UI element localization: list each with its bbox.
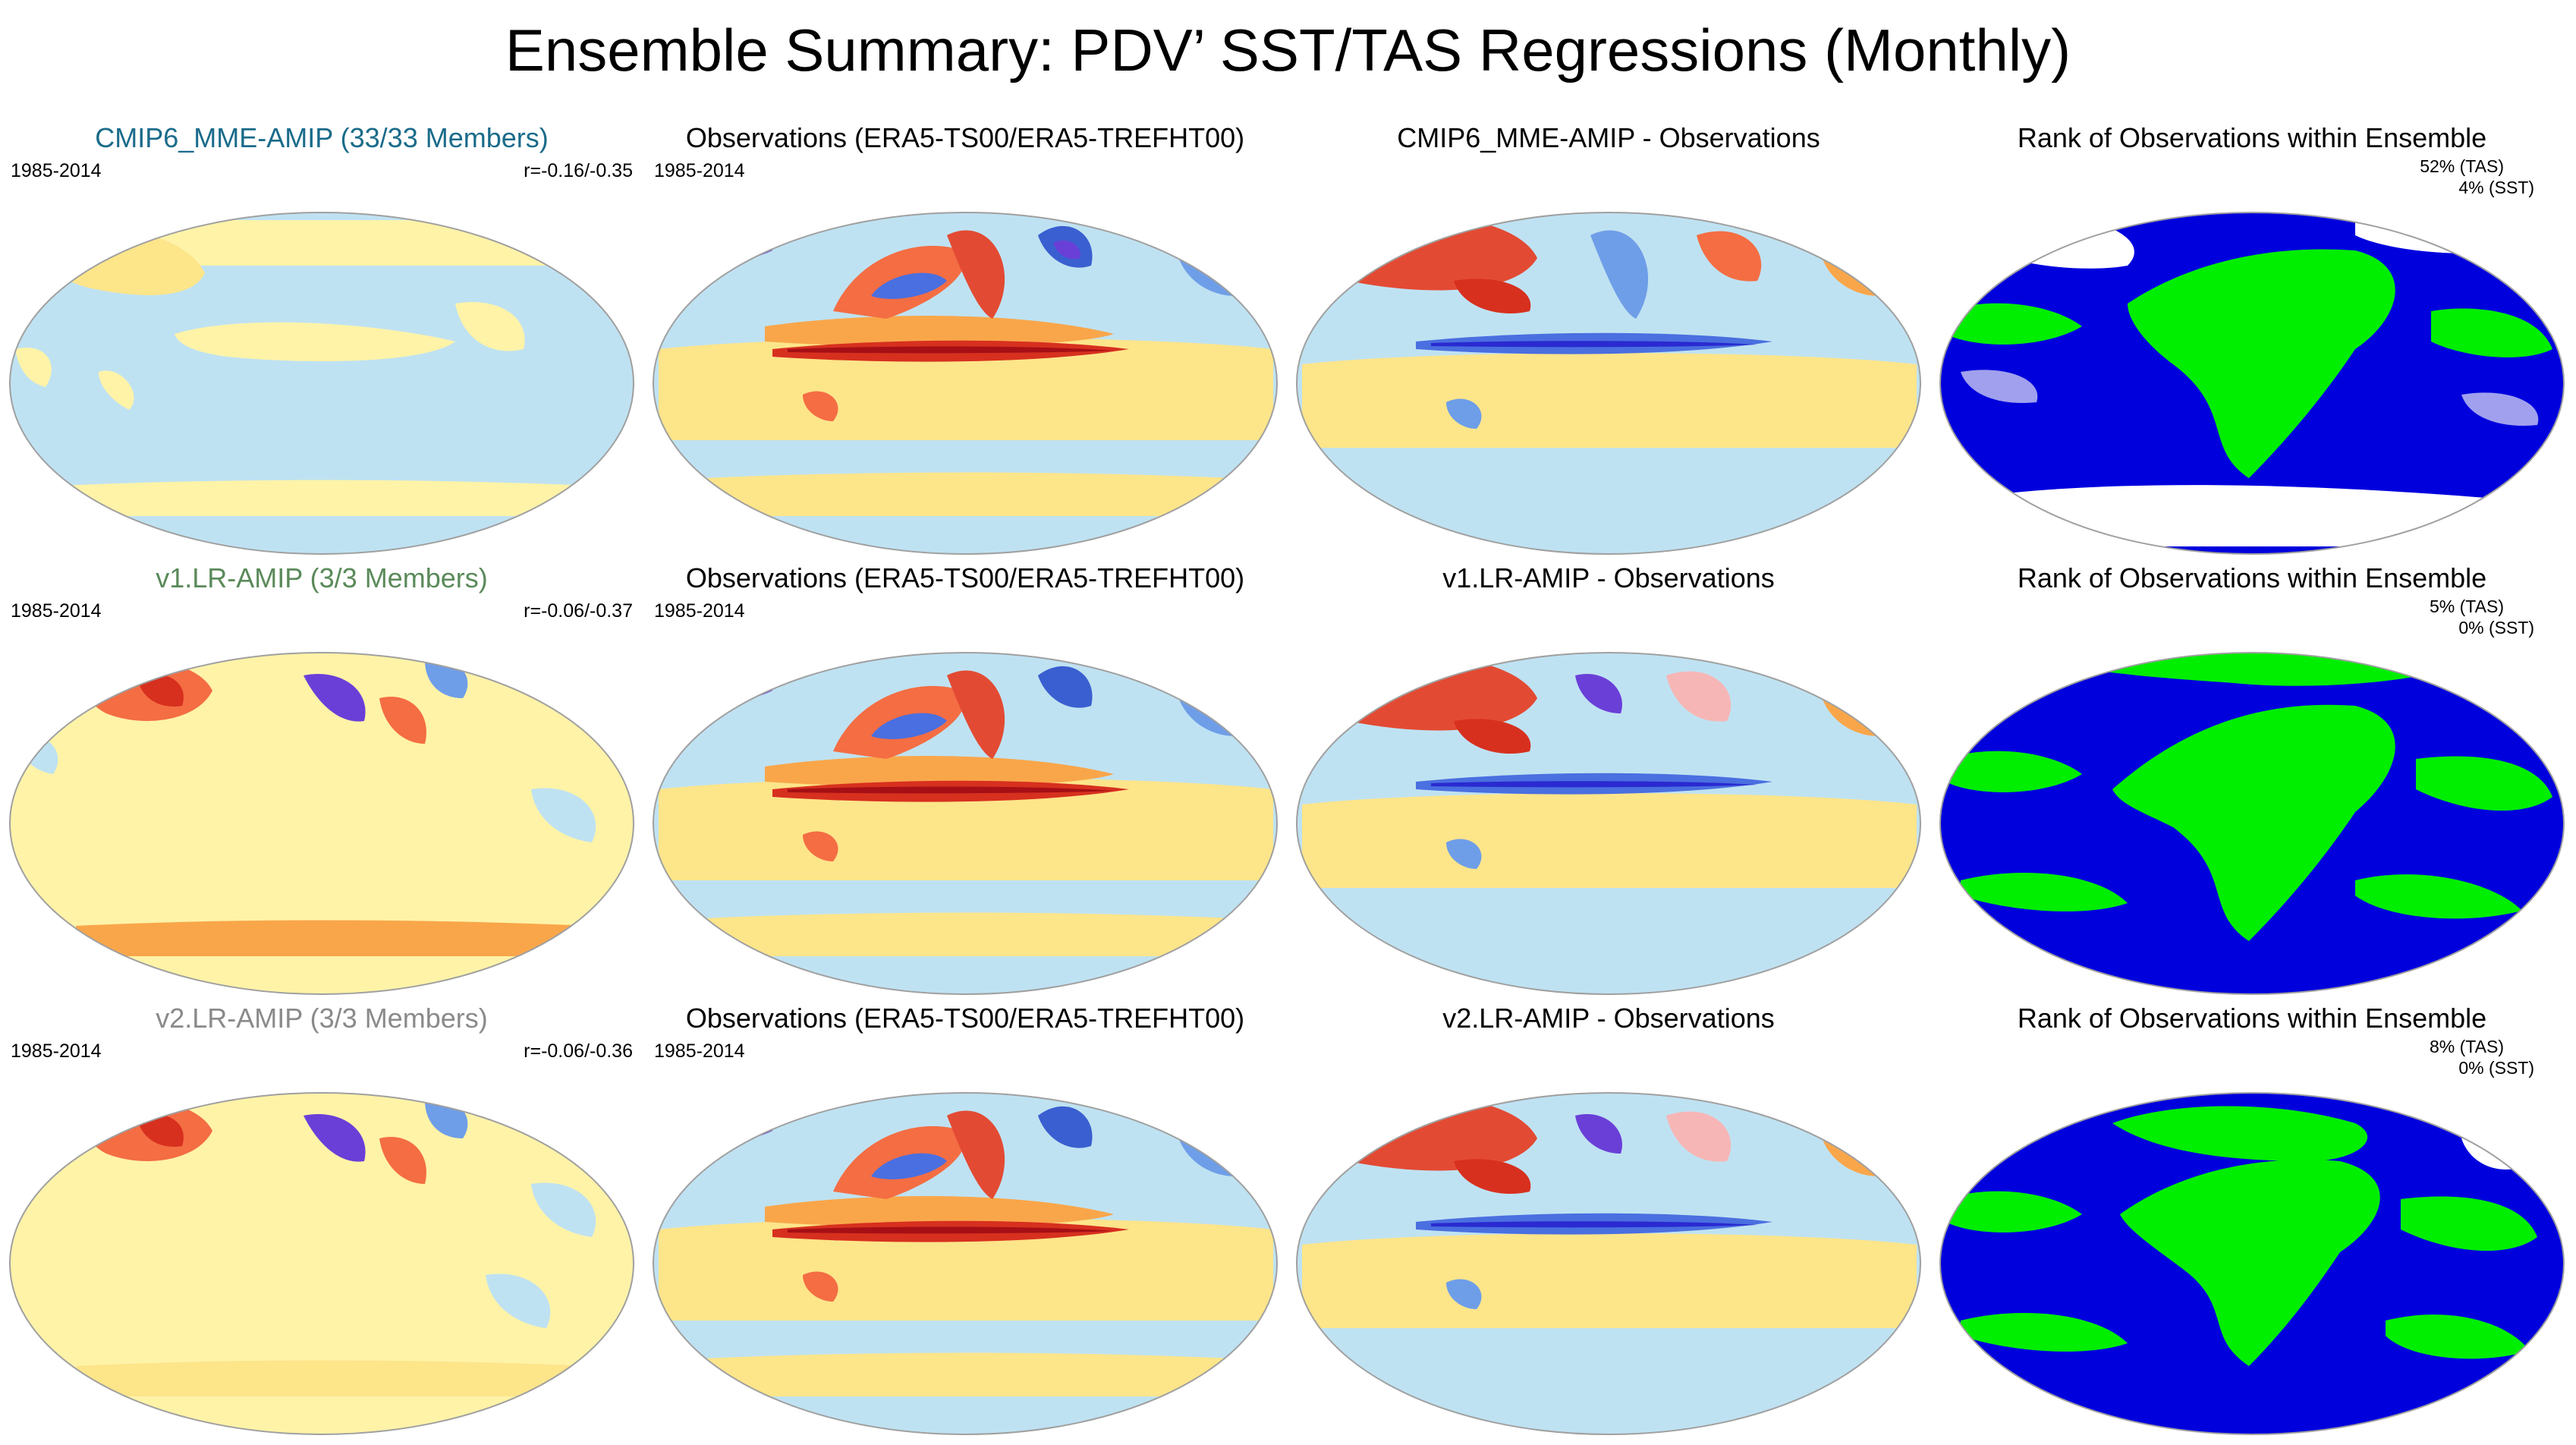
diff-map-row2	[1296, 652, 1921, 995]
rank-title: Rank of Observations within Ensemble	[2017, 122, 2487, 153]
diff-title: CMIP6_MME-AMIP - Observations	[1397, 122, 1820, 153]
obs-title: Observations (ERA5-TS00/ERA5-TREFHT00)	[685, 1003, 1245, 1034]
rank-title: Rank of Observations within Ensemble	[2017, 562, 2487, 593]
diff-title: v1.LR-AMIP - Observations	[1442, 562, 1775, 593]
rank-sst-label: 0% (SST)	[2458, 618, 2534, 638]
correlation-label: r=-0.06/-0.37	[524, 600, 633, 622]
panel-model-row1: CMIP6_MME-AMIP (33/33 Members) 1985-2014…	[0, 121, 643, 560]
rank-map-row2	[1939, 652, 2565, 995]
rank-sst-label: 4% (SST)	[2458, 178, 2534, 197]
period-label: 1985-2014	[654, 600, 745, 622]
panel-model-row2: v1.LR-AMIP (3/3 Members) 1985-2014 r=-0.…	[0, 562, 643, 1000]
panel-obs-row1: Observations (ERA5-TS00/ERA5-TREFHT00) 1…	[643, 121, 1287, 560]
panel-model-row3: v2.LR-AMIP (3/3 Members) 1985-2014 r=-0.…	[0, 1002, 643, 1440]
panel-diff-row2: v1.LR-AMIP - Observations	[1287, 562, 1930, 1000]
panel-obs-row2: Observations (ERA5-TS00/ERA5-TREFHT00) 1…	[643, 562, 1287, 1000]
model-title: CMIP6_MME-AMIP (33/33 Members)	[95, 122, 549, 153]
model-map-row1	[9, 212, 634, 555]
panel-rank-row3: Rank of Observations within Ensemble 8% …	[1930, 1002, 2574, 1440]
rank-tas-label: 5% (TAS)	[2430, 597, 2504, 616]
panel-rank-row1: Rank of Observations within Ensemble 52%…	[1930, 121, 2574, 560]
rank-tas-label: 52% (TAS)	[2420, 156, 2504, 176]
model-map-row2	[9, 652, 634, 995]
rank-sst-label: 0% (SST)	[2458, 1058, 2534, 1078]
obs-title: Observations (ERA5-TS00/ERA5-TREFHT00)	[685, 122, 1245, 153]
obs-map-row1	[653, 212, 1278, 555]
model-map-row3	[9, 1092, 634, 1435]
period-label: 1985-2014	[654, 160, 745, 181]
obs-title: Observations (ERA5-TS00/ERA5-TREFHT00)	[685, 562, 1245, 593]
period-label: 1985-2014	[11, 1040, 102, 1062]
period-label: 1985-2014	[11, 600, 102, 622]
rank-title: Rank of Observations within Ensemble	[2017, 1003, 2487, 1034]
model-title: v2.LR-AMIP (3/3 Members)	[156, 1003, 488, 1034]
period-label: 1985-2014	[11, 160, 102, 181]
diff-map-row3	[1296, 1092, 1921, 1435]
obs-map-row2	[653, 652, 1278, 995]
correlation-label: r=-0.16/-0.35	[524, 160, 633, 181]
diff-title: v2.LR-AMIP - Observations	[1442, 1003, 1775, 1034]
figure-title: Ensemble Summary: PDV’ SST/TAS Regressio…	[505, 17, 2071, 83]
obs-map-row3	[653, 1092, 1278, 1435]
rank-tas-label: 8% (TAS)	[2430, 1037, 2504, 1056]
panel-obs-row3: Observations (ERA5-TS00/ERA5-TREFHT00) 1…	[643, 1002, 1287, 1440]
panel-diff-row1: CMIP6_MME-AMIP - Observations	[1287, 121, 1930, 560]
rank-map-row1	[1939, 212, 2565, 555]
model-title: v1.LR-AMIP (3/3 Members)	[156, 562, 488, 593]
rank-map-row3	[1939, 1092, 2565, 1435]
panel-rank-row2: Rank of Observations within Ensemble 5% …	[1930, 562, 2574, 1000]
period-label: 1985-2014	[654, 1040, 745, 1062]
panel-diff-row3: v2.LR-AMIP - Observations	[1287, 1002, 1930, 1440]
correlation-label: r=-0.06/-0.36	[524, 1040, 633, 1062]
diff-map-row1	[1296, 212, 1921, 555]
